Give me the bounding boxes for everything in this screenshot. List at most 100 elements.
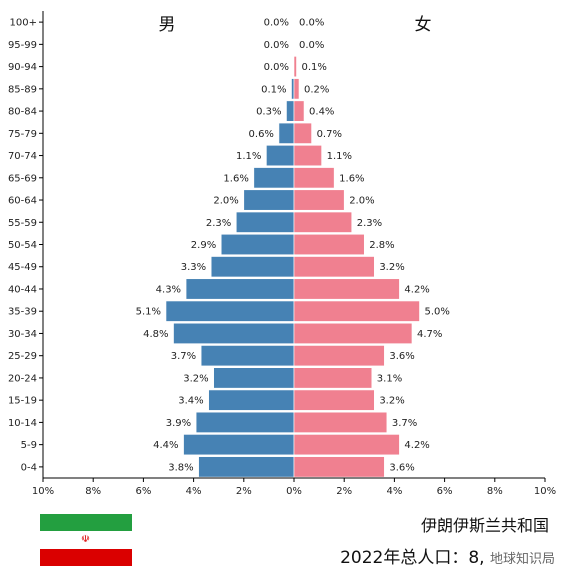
- female-bar-90-94: [293, 56, 297, 78]
- x-tick-label: 8%: [487, 486, 503, 497]
- male-value-label: 4.4%: [153, 440, 178, 451]
- x-tick-label: 2%: [236, 486, 252, 497]
- population-line: 2022年总人口：8, 地球知识局: [340, 543, 555, 568]
- female-value-label: 3.2%: [379, 396, 404, 407]
- flag-white-stripe: [40, 531, 132, 549]
- female-value-label: 3.2%: [379, 262, 404, 273]
- female-bar-0-4: [293, 456, 385, 478]
- female-value-label: 1.1%: [327, 151, 352, 162]
- population-label: 2022年总人口：: [340, 548, 469, 568]
- female-bar-10-14: [293, 411, 388, 433]
- male-bar-25-29: [200, 345, 295, 367]
- y-tick-label: 35-39: [8, 307, 37, 318]
- male-value-label: 3.2%: [183, 373, 208, 384]
- y-tick-label: 5-9: [21, 440, 37, 451]
- female-bar-50-54: [293, 233, 365, 256]
- male-bars: [165, 78, 295, 478]
- female-value-label: 3.6%: [389, 351, 414, 362]
- y-tick-label: 30-34: [8, 329, 37, 340]
- male-bar-5-9: [183, 434, 295, 456]
- female-bar-5-9: [293, 434, 400, 456]
- male-label: 男: [159, 15, 176, 35]
- population-value: 8,: [468, 548, 485, 568]
- male-bar-80-84: [286, 100, 295, 122]
- female-bar-20-24: [293, 367, 373, 389]
- y-tick-label: 25-29: [8, 351, 37, 362]
- x-tick-label: 6%: [135, 486, 151, 497]
- y-tick-label: 50-54: [8, 240, 37, 251]
- female-value-label: 0.2%: [304, 84, 329, 95]
- male-bar-60-64: [243, 189, 295, 211]
- female-bar-45-49: [293, 256, 375, 278]
- female-value-label: 5.0%: [425, 307, 450, 318]
- y-tick-label: 95-99: [8, 40, 37, 51]
- female-value-label: 4.2%: [404, 284, 429, 295]
- female-bar-85-89: [293, 78, 300, 100]
- iran-emblem-icon: ☫: [81, 534, 90, 545]
- male-bar-10-14: [195, 411, 295, 433]
- female-value-label: 0.7%: [317, 129, 342, 140]
- male-bar-65-69: [253, 167, 295, 189]
- female-bar-65-69: [293, 167, 335, 189]
- x-tick-label: 10%: [32, 486, 54, 497]
- male-value-label: 4.8%: [143, 329, 168, 340]
- female-bar-60-64: [293, 189, 345, 211]
- male-value-label: 3.3%: [181, 262, 206, 273]
- male-bar-70-74: [266, 145, 295, 167]
- x-tick-label: 8%: [85, 486, 101, 497]
- y-tick-label: 60-64: [8, 196, 37, 207]
- male-value-label: 5.1%: [136, 307, 161, 318]
- flag-red-stripe: [40, 548, 132, 566]
- male-value-label: 3.8%: [168, 462, 193, 473]
- female-label: 女: [415, 15, 432, 35]
- female-value-label: 3.1%: [377, 373, 402, 384]
- x-tick-label: 6%: [437, 486, 453, 497]
- y-tick-label: 70-74: [8, 151, 37, 162]
- y-tick-label: 75-79: [8, 129, 37, 140]
- male-bar-75-79: [278, 122, 295, 144]
- female-bar-25-29: [293, 345, 385, 367]
- male-value-label: 1.1%: [236, 151, 261, 162]
- female-value-label: 2.3%: [357, 218, 382, 229]
- male-value-label: 1.6%: [223, 173, 248, 184]
- y-tick-label: 100+: [10, 18, 37, 29]
- female-bar-30-34: [293, 322, 413, 344]
- y-tick-label: 80-84: [8, 107, 37, 118]
- male-value-label: 3.9%: [166, 418, 191, 429]
- y-tick-label: 0-4: [21, 462, 37, 473]
- male-bar-55-59: [235, 211, 295, 233]
- female-value-label: 0.1%: [302, 62, 327, 73]
- male-bar-30-34: [173, 322, 295, 344]
- female-bar-80-84: [293, 100, 305, 122]
- female-bars: [293, 56, 420, 478]
- female-value-label: 4.7%: [417, 329, 442, 340]
- watermark: 地球知识局: [489, 552, 555, 567]
- y-tick-label: 90-94: [8, 62, 37, 73]
- y-tick-label: 55-59: [8, 218, 37, 229]
- female-bar-35-39: [293, 300, 420, 322]
- male-bar-0-4: [198, 456, 295, 478]
- male-value-label: 4.3%: [156, 284, 181, 295]
- male-value-label: 3.7%: [171, 351, 196, 362]
- y-tick-label: 15-19: [8, 396, 37, 407]
- male-value-label: 0.0%: [264, 18, 289, 29]
- y-axis: 0-4 5-9 10-14 15-19 20-24 25-29 30-34 35-39 40-4…: [8, 11, 44, 478]
- x-tick-label: 10%: [534, 486, 556, 497]
- female-value-label: 0.4%: [309, 107, 334, 118]
- female-value-label: 1.6%: [339, 173, 364, 184]
- female-value-labels: 3.6%4.2%3.7%3.2%3.1%3.6%4.7%5.0%4.2%3.2%…: [299, 18, 450, 474]
- male-value-labels: 3.8% 4.4% 3.9% 3.4% 3.2% 3.7%4.8% 5.1% 4.3%3.3%…: [136, 18, 289, 474]
- x-tick-label: 4%: [386, 486, 402, 497]
- male-value-label: 0.6%: [249, 129, 274, 140]
- male-bar-20-24: [213, 367, 295, 389]
- male-bar-35-39: [165, 300, 295, 322]
- female-bar-15-19: [293, 389, 375, 411]
- female-bar-55-59: [293, 211, 353, 233]
- female-value-label: 3.7%: [392, 418, 417, 429]
- x-tick-label: 4%: [186, 486, 202, 497]
- male-bar-85-89: [291, 78, 295, 100]
- male-value-label: 2.0%: [213, 196, 238, 207]
- y-tick-label: 40-44: [8, 284, 37, 295]
- male-bar-45-49: [210, 256, 295, 278]
